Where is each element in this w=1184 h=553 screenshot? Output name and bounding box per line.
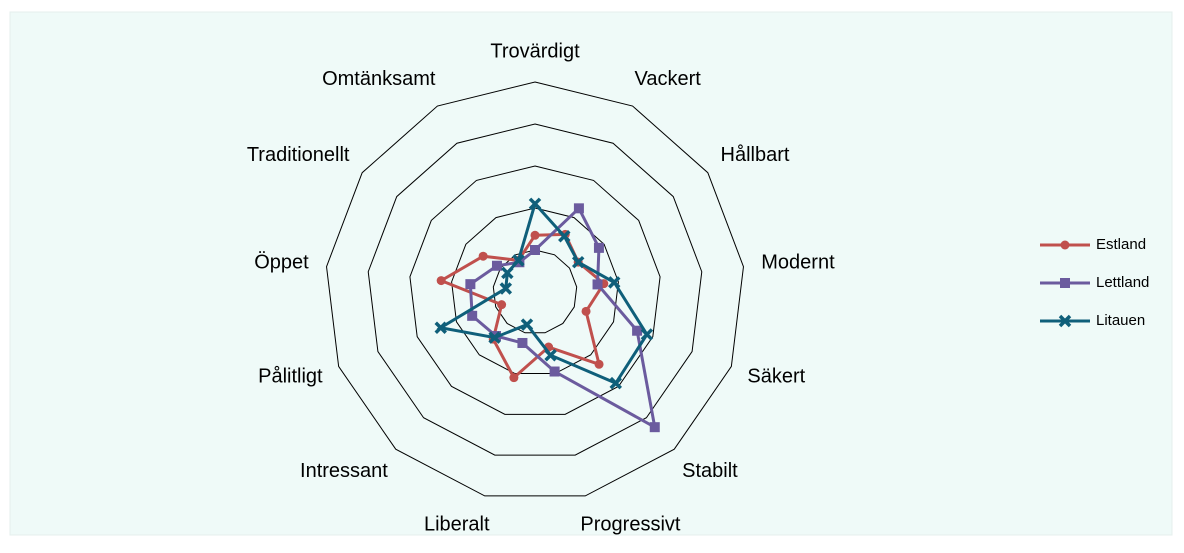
- legend-marker: [1060, 278, 1070, 288]
- legend-label: Lettland: [1096, 274, 1149, 291]
- axis-label: Liberalt: [424, 513, 490, 535]
- marker: [581, 306, 591, 316]
- marker: [632, 325, 643, 336]
- marker: [512, 254, 525, 267]
- marker: [573, 203, 584, 214]
- axis-label: Vackert: [635, 68, 702, 90]
- marker: [593, 242, 604, 253]
- marker: [640, 328, 654, 341]
- marker: [491, 260, 502, 271]
- axis-label: Trovärdigt: [490, 40, 580, 62]
- marker: [544, 348, 557, 362]
- marker: [467, 310, 478, 321]
- axis-label: Intressant: [300, 460, 388, 482]
- axis-label: Modernt: [761, 251, 835, 273]
- marker: [530, 245, 540, 255]
- marker: [592, 279, 603, 290]
- grid-ring: [451, 207, 619, 375]
- marker: [649, 422, 660, 433]
- marker: [436, 276, 446, 286]
- legend-label: Litauen: [1096, 312, 1145, 329]
- marker: [609, 376, 623, 390]
- marker: [549, 366, 560, 377]
- marker: [594, 359, 604, 369]
- marker: [488, 331, 501, 344]
- axis-label: Omtänksamt: [322, 68, 436, 90]
- marker: [434, 321, 447, 334]
- axis-label: Pålitligt: [258, 365, 323, 387]
- legend-marker: [1060, 240, 1070, 250]
- axis-label: Stabilt: [682, 460, 738, 482]
- legend-marker: [1058, 314, 1072, 328]
- marker: [520, 318, 534, 331]
- axis-label: Öppet: [254, 251, 309, 273]
- marker: [501, 266, 514, 280]
- marker: [517, 337, 528, 348]
- legend-label: Estland: [1096, 236, 1146, 253]
- marker: [478, 251, 488, 261]
- grid-ring: [409, 165, 661, 415]
- marker: [509, 373, 519, 383]
- marker: [571, 255, 585, 269]
- marker: [465, 279, 476, 290]
- axis-label: Traditionellt: [247, 144, 350, 166]
- axis-label: Säkert: [747, 365, 805, 387]
- marker: [558, 229, 571, 243]
- marker: [499, 282, 513, 295]
- axis-label: Hållbart: [721, 144, 790, 166]
- marker: [528, 197, 542, 211]
- marker: [497, 300, 507, 310]
- axis-label: Progressivt: [580, 513, 680, 535]
- grid-ring: [326, 81, 744, 497]
- marker: [530, 230, 540, 240]
- grid-ring: [367, 123, 703, 456]
- marker: [607, 276, 621, 289]
